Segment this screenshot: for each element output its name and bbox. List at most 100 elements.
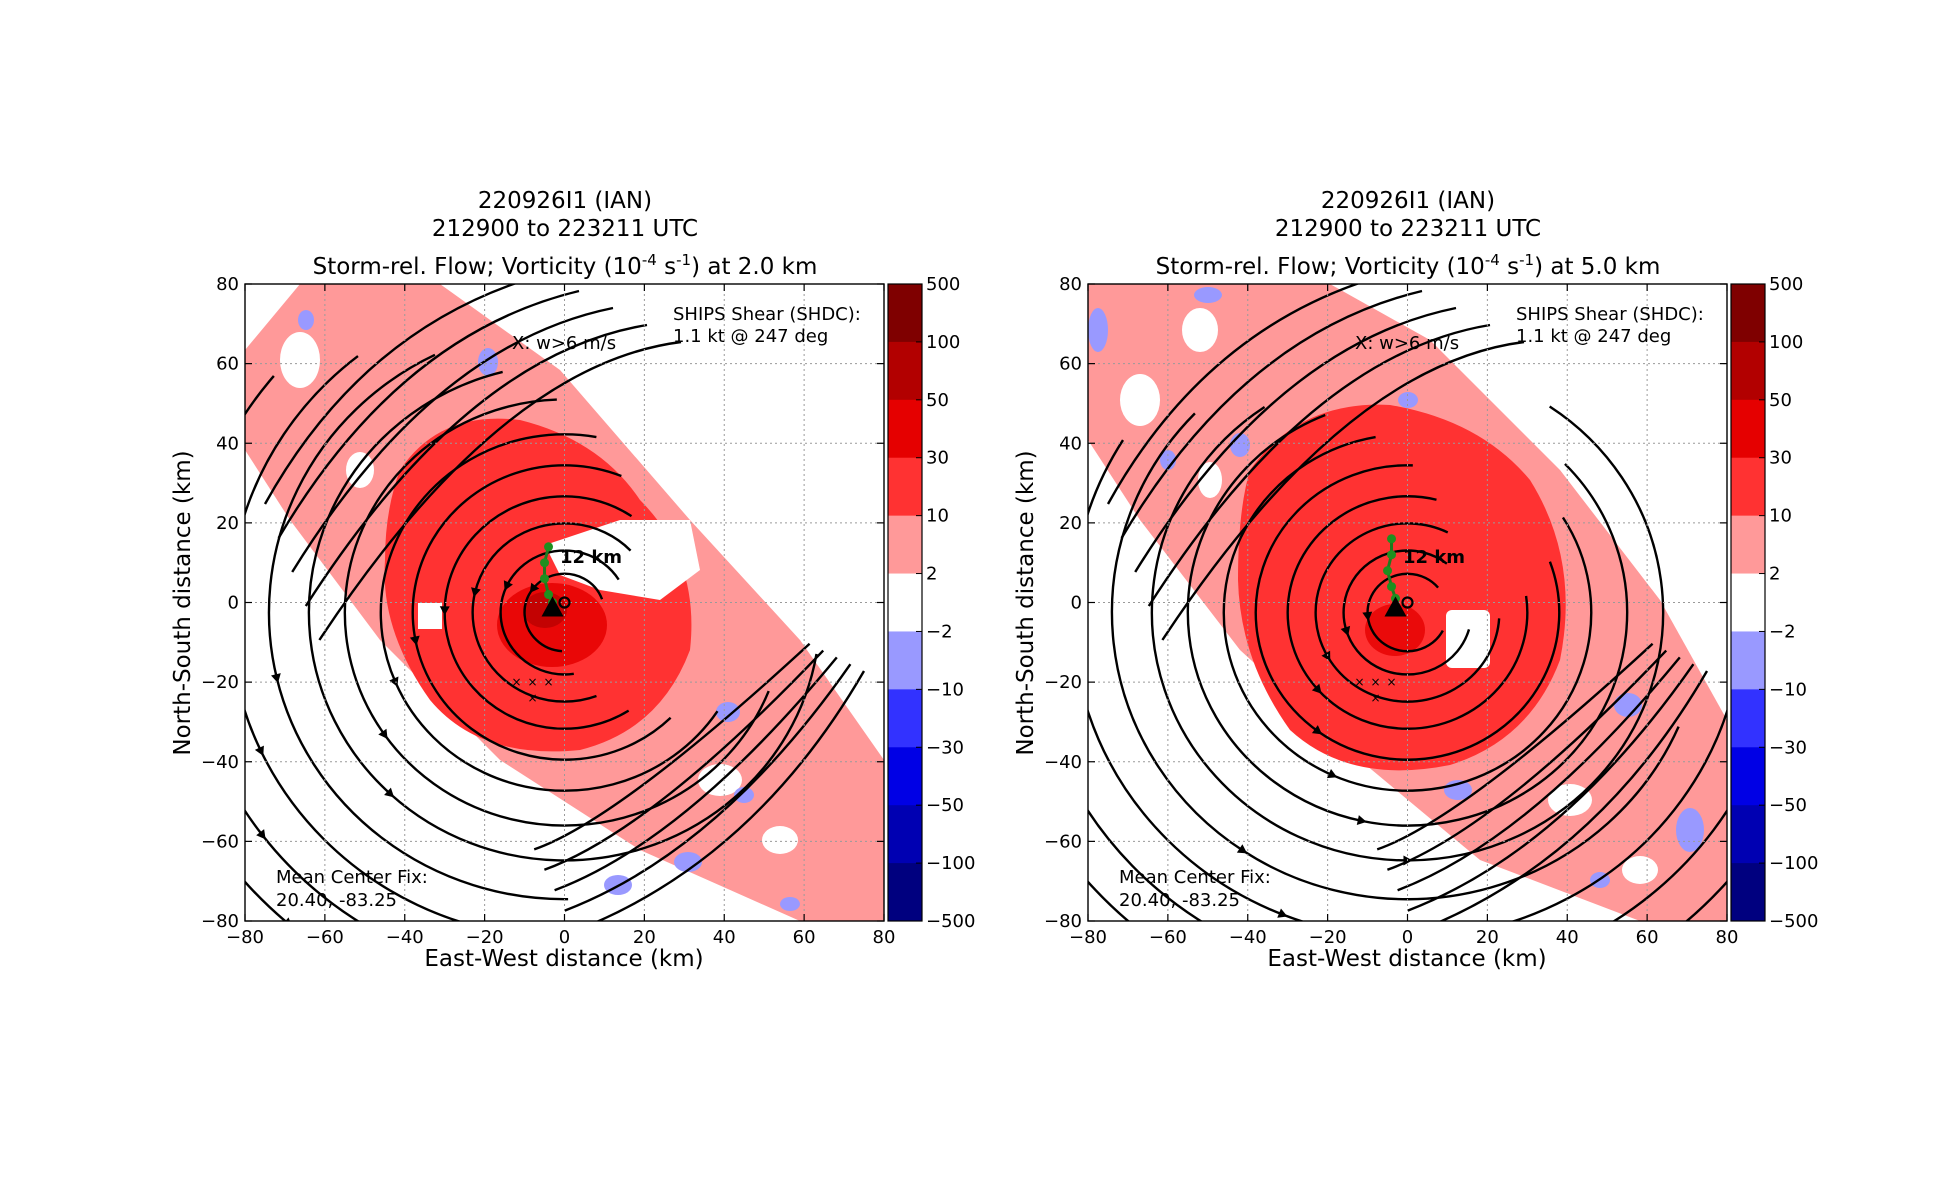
streamline-arrow — [409, 635, 420, 646]
streamline-arrow — [285, 917, 290, 921]
streamline-arrow — [1340, 625, 1351, 637]
center-markers: × × × × — [1355, 534, 1414, 705]
center-track-point — [1387, 534, 1397, 544]
panel-5km: 220926I1 (IAN) 212900 to 223211 UTC Stor… — [1013, 188, 1818, 1028]
vorticity-negative-patch — [674, 852, 702, 872]
streamline-arrow — [1311, 725, 1323, 735]
title3-exp2: -1 — [1519, 251, 1534, 269]
y-axis-label: North-South distance (km) — [1013, 450, 1039, 755]
x-tick-label: 20 — [633, 927, 656, 948]
center-track-point — [1387, 550, 1397, 560]
vorticity-negative-patch — [1088, 308, 1108, 352]
x-axis-label: East-West distance (km) — [1267, 946, 1546, 972]
streamline — [1147, 323, 1491, 607]
colorbar-frame — [887, 283, 923, 922]
axis-ticks: −80 −60 −40 −20 0 20 40 60 80 −80 −60 −40 −20 0 20 40 60… — [1044, 274, 1738, 948]
colorbar-segment — [1731, 863, 1765, 922]
vorticity-negative-patch — [734, 787, 754, 803]
colorbar-segment — [1731, 515, 1765, 575]
rmw-label: 12 km — [560, 547, 622, 568]
colorbar-tick-label: −30 — [1769, 737, 1807, 758]
y-tick-label: −80 — [1044, 911, 1082, 932]
y-tick-label: −40 — [1044, 752, 1082, 773]
streamline-arrow — [1236, 844, 1248, 854]
streamline — [1106, 284, 1361, 505]
streamline — [1120, 289, 1423, 539]
rmw-label: 12 km — [1403, 547, 1465, 568]
updraft-x-marker: × — [528, 691, 538, 705]
colorbar-tick-label: −500 — [926, 911, 975, 932]
colorbar-tick-label: −100 — [1769, 853, 1818, 874]
vorticity-neutral-notch — [545, 520, 700, 600]
vorticity-neutral-patch — [1622, 856, 1658, 884]
colorbar-segment — [1731, 689, 1765, 748]
colorbar-tick-label: −10 — [926, 679, 964, 700]
colorbar: 500 100 50 30 10 2 −2 −10 −30 −50 −100 −500 — [887, 274, 975, 932]
streamline — [1376, 642, 1654, 851]
shear-label-line1: SHIPS Shear (SHDC): — [673, 304, 861, 325]
streamline — [533, 642, 811, 851]
x-tick-label: 60 — [1636, 927, 1659, 948]
colorbar-frame — [1730, 283, 1766, 922]
center-track-point — [1383, 566, 1393, 576]
vorticity-field — [1088, 284, 1727, 1028]
streamline-arrow — [271, 673, 281, 684]
colorbar-tick-label: −50 — [926, 795, 964, 816]
colorbar-tick-label: 100 — [926, 332, 960, 353]
vorticity-negative-patch — [1194, 287, 1222, 303]
vorticity-neutral-patch — [1198, 462, 1222, 498]
streamline — [554, 656, 838, 892]
x-tick-label: 40 — [1556, 927, 1579, 948]
colorbar-segment — [888, 573, 922, 632]
x-tick-label: 0 — [1402, 927, 1413, 948]
x-tick-label: −40 — [386, 927, 424, 948]
colorbar-segment — [1731, 805, 1765, 864]
streamline-arrow — [1321, 650, 1331, 662]
vorticity-positive-strong — [1365, 604, 1425, 656]
y-tick-label: −20 — [1044, 672, 1082, 693]
vorticity-negative-patch — [478, 348, 498, 376]
colorbar-segment — [888, 747, 922, 806]
updraft-x-marker: × — [1355, 675, 1365, 689]
streamline — [543, 649, 825, 871]
streamline-arrow — [1420, 1018, 1429, 1028]
center-circle-marker — [1401, 596, 1414, 609]
streamline-arrow — [1326, 769, 1338, 779]
streamline-arrow — [254, 745, 264, 756]
colorbar-tick-label: −100 — [926, 853, 975, 874]
y-tick-label: 40 — [1059, 433, 1082, 454]
y-tick-label: −40 — [201, 752, 239, 773]
title3-mid: s — [1500, 254, 1519, 280]
center-track-point — [1387, 582, 1397, 592]
updraft-x-marker: × — [512, 675, 522, 689]
y-tick-label: 60 — [216, 354, 239, 375]
title3-suffix: ) at 2.0 km — [691, 254, 817, 280]
colorbar-tick-label: 100 — [1769, 332, 1803, 353]
colorbar-tick-label: 10 — [926, 506, 949, 527]
colorbar-tick-label: 500 — [1769, 274, 1803, 295]
colorbar-tick-label: −2 — [926, 621, 953, 642]
x-tick-label: −20 — [1309, 927, 1347, 948]
streamline — [291, 306, 614, 573]
vorticity-neutral-patch — [1446, 610, 1490, 668]
vorticity-negative-patch — [298, 310, 314, 330]
streamline — [318, 340, 682, 641]
x-tick-label: 60 — [793, 927, 816, 948]
streamline-arrow — [378, 728, 388, 739]
y-tick-label: −60 — [1044, 831, 1082, 852]
title3-prefix: Storm-rel. Flow; Vorticity (10 — [313, 254, 642, 280]
y-tick-label: 60 — [1059, 354, 1082, 375]
streamlines — [1088, 284, 1727, 1028]
colorbar-segment — [888, 284, 922, 343]
panel-title-line3: Storm-rel. Flow; Vorticity (10-4 s-1) at… — [1156, 251, 1661, 280]
y-tick-label: 40 — [216, 433, 239, 454]
vorticity-neutral-patch — [762, 826, 798, 854]
center-track-point — [540, 574, 550, 584]
colorbar-segment — [888, 689, 922, 748]
streamline-arrow — [503, 580, 513, 591]
colorbar-tick-label: 500 — [926, 274, 960, 295]
mean-center-label-line1: Mean Center Fix: — [1119, 867, 1271, 888]
mean-center-label-line2: 20.40, -83.25 — [1119, 890, 1240, 911]
updraft-x-marker: × — [1371, 691, 1381, 705]
